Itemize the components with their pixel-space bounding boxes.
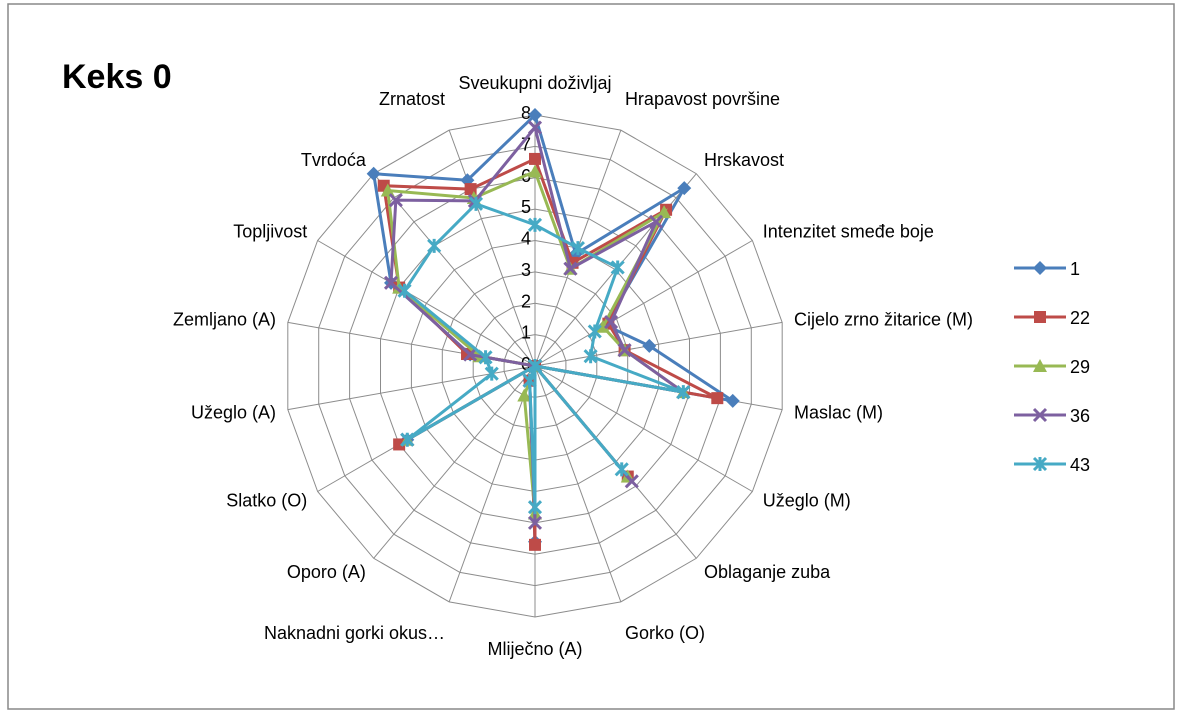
category-label: Intenzitet smeđe boje bbox=[763, 222, 934, 242]
r-tick-label: 8 bbox=[521, 103, 531, 123]
data-point bbox=[478, 350, 493, 365]
category-label: Hrskavost bbox=[704, 150, 784, 170]
spoke bbox=[534, 240, 753, 367]
data-point bbox=[570, 241, 585, 256]
data-point bbox=[529, 538, 541, 551]
data-point bbox=[393, 438, 406, 451]
data-point bbox=[366, 166, 381, 181]
r-tick-label: 2 bbox=[521, 291, 531, 311]
data-point bbox=[383, 275, 399, 290]
category-label: Gorko (O) bbox=[625, 623, 705, 643]
category-label: Zrnatost bbox=[379, 89, 445, 109]
category-label: Topljivost bbox=[233, 222, 307, 242]
chart-title: Keks 0 bbox=[62, 58, 172, 96]
category-label: Oporo (A) bbox=[287, 562, 366, 582]
data-point bbox=[400, 432, 415, 447]
data-point bbox=[610, 260, 625, 275]
data-point bbox=[711, 392, 724, 405]
data-point bbox=[677, 181, 692, 196]
data-point bbox=[528, 108, 542, 122]
spoke bbox=[448, 129, 536, 367]
category-label: Naknadni gorki okus… bbox=[264, 623, 445, 643]
data-point bbox=[563, 261, 578, 276]
data-point bbox=[604, 315, 619, 330]
category-label: Cijelo zrno žitarice (M) bbox=[794, 309, 973, 329]
spoke bbox=[373, 365, 536, 559]
data-point bbox=[527, 217, 543, 232]
legend-label: 43 bbox=[1070, 455, 1090, 475]
legend-marker bbox=[1034, 311, 1046, 323]
data-point bbox=[642, 338, 657, 353]
category-label: Sveukupni doživljaj bbox=[458, 73, 611, 93]
category-label: Užeglo (M) bbox=[763, 491, 851, 511]
category-label: Zemljano (A) bbox=[173, 309, 276, 329]
data-point bbox=[528, 164, 542, 178]
data-point bbox=[517, 388, 532, 402]
r-tick-label: 7 bbox=[521, 134, 531, 154]
data-point bbox=[725, 393, 740, 408]
r-tick-label: 1 bbox=[521, 323, 531, 343]
data-point bbox=[527, 120, 543, 135]
legend-marker bbox=[1032, 407, 1048, 423]
data-point bbox=[614, 462, 629, 477]
data-point bbox=[595, 319, 610, 333]
data-point bbox=[583, 349, 598, 364]
spoke bbox=[317, 240, 536, 367]
data-point bbox=[527, 515, 543, 530]
data-point bbox=[527, 500, 543, 515]
legend-marker bbox=[1033, 359, 1047, 372]
data-point bbox=[388, 193, 403, 208]
data-point bbox=[522, 373, 537, 388]
category-label: Tvrdoća bbox=[301, 150, 367, 170]
category-label: Mliječno (A) bbox=[487, 639, 582, 659]
data-point bbox=[427, 238, 442, 253]
category-label: Hrapavost površine bbox=[625, 89, 780, 109]
spoke bbox=[534, 321, 783, 367]
category-label: Slatko (O) bbox=[226, 491, 307, 511]
data-point bbox=[587, 324, 602, 339]
data-point bbox=[397, 283, 412, 298]
r-tick-label: 5 bbox=[521, 197, 531, 217]
spoke bbox=[534, 365, 753, 492]
data-point bbox=[527, 358, 543, 374]
data-point bbox=[484, 366, 499, 381]
data-point bbox=[463, 347, 478, 362]
legend-marker bbox=[1033, 261, 1047, 275]
r-tick-label: 4 bbox=[521, 229, 531, 249]
data-point bbox=[676, 385, 691, 400]
data-point bbox=[657, 205, 672, 219]
legend-label: 22 bbox=[1070, 308, 1090, 328]
spoke bbox=[448, 365, 536, 603]
spoke bbox=[534, 365, 622, 603]
data-point bbox=[617, 343, 632, 358]
category-label: Užeglo (A) bbox=[191, 403, 276, 423]
category-label: Oblaganje zuba bbox=[704, 562, 831, 582]
legend-label: 36 bbox=[1070, 406, 1090, 426]
data-point bbox=[648, 214, 664, 229]
legend-label: 29 bbox=[1070, 357, 1090, 377]
r-tick-label: 3 bbox=[521, 260, 531, 280]
legend-label: 1 bbox=[1070, 259, 1080, 279]
legend-marker bbox=[1032, 456, 1048, 472]
data-point bbox=[624, 474, 639, 489]
data-point bbox=[529, 152, 541, 165]
data-point bbox=[380, 183, 395, 197]
data-point bbox=[468, 196, 484, 211]
category-label: Maslac (M) bbox=[794, 403, 883, 423]
